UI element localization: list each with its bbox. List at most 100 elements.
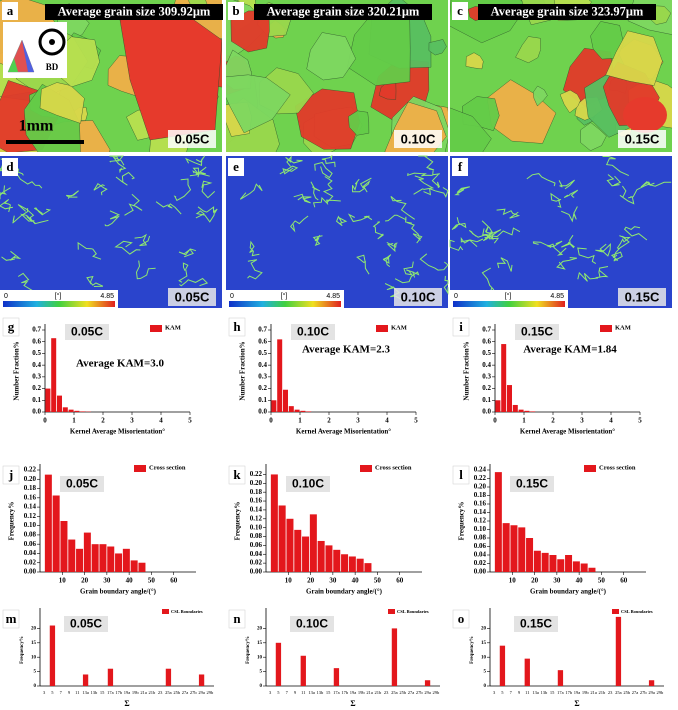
bar	[271, 400, 277, 412]
boundary	[451, 217, 467, 231]
x-tick-label: 27b	[416, 690, 424, 695]
boundary	[413, 175, 435, 195]
colorbar-min: 0	[454, 293, 458, 300]
boundary	[201, 180, 216, 199]
bar	[288, 406, 294, 412]
sample-label: 0.05C	[70, 617, 102, 631]
x-tick-label: 25b	[173, 690, 181, 695]
boundary	[561, 234, 575, 249]
boundary	[640, 181, 655, 188]
panel-letter: h	[233, 319, 241, 334]
x-axis-label: Kernel Average Misorientation°	[296, 428, 391, 436]
x-tick-label: 2	[551, 417, 555, 425]
y-tick-label: 0	[484, 684, 487, 689]
y-tick-label: 0.22	[24, 466, 37, 474]
colorbar-min: 0	[4, 293, 8, 300]
x-tick-label: 25a	[615, 690, 622, 695]
y-tick-label: 0.2	[32, 384, 41, 392]
x-tick-label: 27a	[182, 690, 189, 695]
boundary	[239, 183, 263, 200]
bar	[518, 527, 526, 572]
x-tick-label: 27a	[408, 690, 415, 695]
sample-box	[510, 476, 554, 492]
annotation: Average KAM=2.3	[302, 344, 390, 356]
x-tick-label: 50	[374, 577, 382, 585]
panel-letter-box	[228, 465, 246, 485]
y-tick-label: 15	[31, 641, 37, 646]
boundary	[619, 185, 635, 205]
boundary	[285, 155, 303, 167]
colorbar-unit: [°]	[55, 292, 62, 300]
bar	[80, 411, 86, 412]
bar	[294, 529, 302, 572]
x-tick-label: 10	[59, 577, 67, 585]
legend-swatch	[162, 609, 169, 614]
y-tick-label: 10	[31, 655, 37, 660]
bar	[278, 505, 286, 572]
x-tick-label: 0	[43, 417, 47, 425]
bar	[494, 472, 502, 572]
x-tick-label: 4	[159, 417, 163, 425]
boundary	[406, 222, 423, 244]
y-tick-label: 0.10	[24, 521, 37, 529]
y-tick-label: 0.14	[24, 503, 37, 511]
x-tick-label: 7	[510, 690, 513, 695]
colorbar	[453, 301, 565, 307]
panel-letter: e	[233, 159, 239, 174]
boundary	[577, 271, 599, 282]
bar	[572, 561, 580, 572]
boundary	[496, 257, 513, 272]
sample-label: 0.15C	[625, 131, 660, 146]
x-tick-label: 15	[100, 690, 105, 695]
x-axis-label: Σ	[124, 699, 129, 708]
x-axis-label: Kernel Average Misorientation°	[520, 428, 615, 436]
y-tick-label: 15	[481, 641, 487, 646]
y-tick-label: 0.0	[482, 408, 491, 416]
x-tick-label: 15	[550, 690, 555, 695]
boundary	[403, 261, 414, 276]
boundary	[526, 173, 556, 187]
boundary	[532, 240, 563, 248]
legend-label: CSL Boundaries	[397, 609, 429, 614]
x-axis-label: Σ	[574, 699, 579, 708]
boundary	[481, 220, 502, 239]
bar	[524, 658, 530, 686]
bar	[557, 670, 564, 686]
boundary	[449, 239, 464, 251]
x-tick-label: 17a	[333, 690, 340, 695]
x-tick-label: 19b	[358, 690, 366, 695]
x-tick-label: 21b	[148, 690, 156, 695]
boundary	[431, 170, 440, 188]
x-tick-label: 3	[580, 417, 584, 425]
panel-letter-box	[228, 317, 246, 337]
boundary	[418, 155, 435, 171]
y-tick-label: 0.22	[250, 470, 263, 478]
panel-letter-box	[452, 158, 468, 176]
y-tick-label: 0.1	[482, 396, 491, 404]
ipf-triangle-part	[8, 58, 18, 72]
x-tick-label: 1	[72, 417, 76, 425]
boundary	[550, 192, 562, 208]
x-tick-label: 25b	[623, 690, 631, 695]
grain	[559, 89, 581, 114]
y-tick-label: 0.10	[250, 523, 263, 531]
bar	[648, 680, 655, 686]
x-tick-label: 25a	[165, 690, 172, 695]
colorbar	[3, 301, 115, 307]
sample-box	[394, 130, 442, 148]
boundary	[189, 167, 210, 177]
map-title: Average grain size 309.92μm	[58, 4, 211, 18]
y-tick-label: 0.3	[32, 372, 41, 380]
panel-letter: j	[8, 467, 13, 482]
map-title: Average grain size 320.21μm	[267, 4, 420, 18]
legend-swatch	[600, 325, 612, 332]
x-tick-label: 0	[269, 417, 273, 425]
sample-box	[168, 288, 216, 306]
boundary	[390, 196, 415, 220]
x-tick-label: 3	[43, 690, 46, 695]
bar	[68, 539, 76, 572]
sample-label: 0.10C	[296, 617, 328, 631]
x-axis-label: Grain boundary angle/(°)	[80, 588, 157, 596]
boundary	[628, 181, 672, 199]
x-tick-label: 20	[81, 577, 89, 585]
